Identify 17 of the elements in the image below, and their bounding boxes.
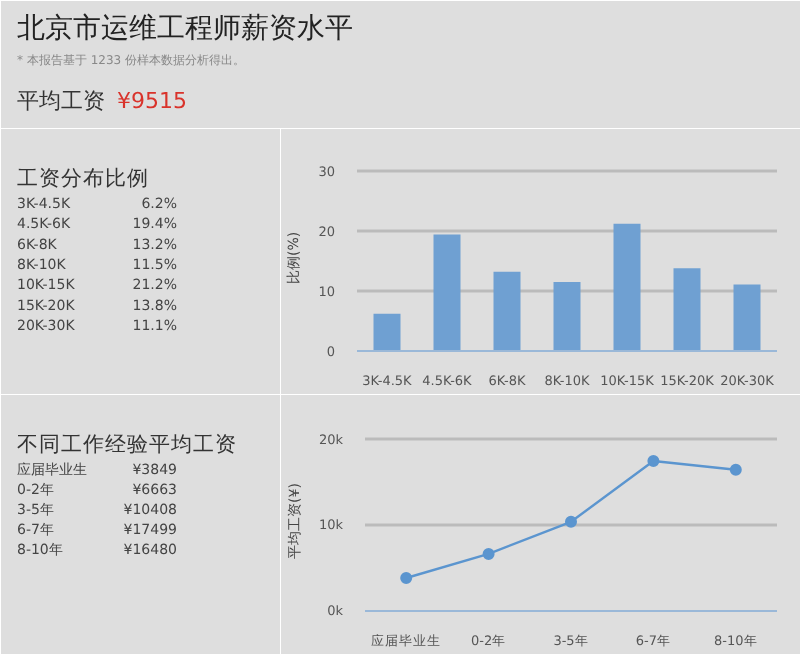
bar bbox=[733, 284, 761, 351]
text: 平均工资 bbox=[17, 88, 105, 114]
bar bbox=[493, 271, 521, 351]
text: ¥9515 bbox=[117, 88, 187, 114]
point bbox=[729, 463, 742, 476]
text: 工资分布比例 bbox=[17, 164, 149, 191]
point bbox=[400, 572, 413, 584]
bar bbox=[553, 282, 581, 351]
bar bbox=[373, 313, 401, 351]
bar bbox=[613, 223, 641, 351]
point bbox=[482, 547, 495, 560]
text: 不同工作经验平均工资 bbox=[17, 432, 237, 457]
bar bbox=[433, 234, 461, 351]
bar bbox=[673, 268, 701, 351]
point bbox=[647, 455, 660, 467]
point bbox=[565, 515, 577, 528]
text: 北京市运维工程师薪资水平 bbox=[17, 13, 353, 45]
